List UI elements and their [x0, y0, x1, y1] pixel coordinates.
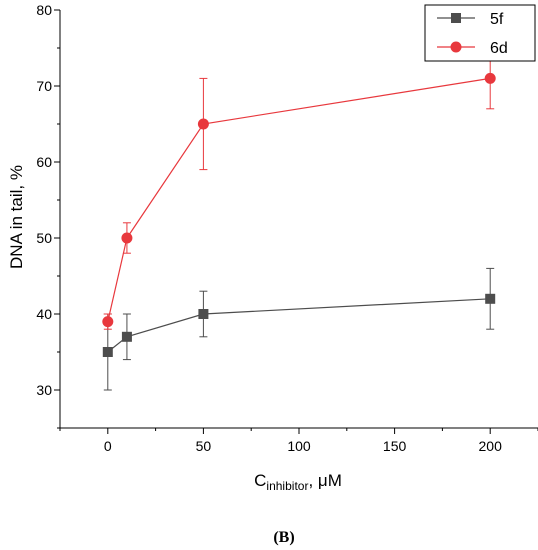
series-6d	[102, 47, 496, 330]
x-axis-title: Cinhibitor, μM	[254, 471, 342, 493]
y-tick-label: 40	[36, 306, 52, 322]
data-point	[102, 316, 114, 328]
legend: 5f 6d	[424, 4, 536, 62]
y-tick-label: 30	[36, 382, 52, 398]
x-tick-label: 50	[196, 438, 212, 454]
y-tick-label: 50	[36, 230, 52, 246]
x-tick-label: 0	[104, 438, 112, 454]
series-line-5f	[107, 298, 491, 353]
x-tick-label: 100	[287, 438, 311, 454]
data-point	[121, 331, 132, 342]
data-point	[484, 72, 496, 84]
series-5f	[102, 267, 496, 391]
y-tick-label: 80	[36, 2, 52, 18]
y-tick-label: 60	[36, 154, 52, 170]
data-point	[485, 293, 496, 304]
legend-label-5f: 5f	[490, 11, 504, 28]
x-axis-title-main: C	[254, 471, 266, 490]
y-tick-label: 70	[36, 78, 52, 94]
series-layer	[102, 47, 496, 391]
x-tick-label: 200	[479, 438, 503, 454]
y-axis-title: DNA in tail, %	[7, 165, 26, 269]
data-point	[197, 118, 209, 130]
x-tick-label: 150	[383, 438, 407, 454]
x-axis-title-subscript: inhibitor	[266, 479, 308, 493]
axes: 30 40 50 60 70 80 0 50 100 150 200	[36, 2, 538, 454]
legend-label-6d: 6d	[490, 40, 508, 57]
series-line-6d	[107, 77, 491, 322]
panel-label: (B)	[273, 529, 294, 546]
x-axis-title-suffix: , μM	[308, 471, 341, 490]
legend-box	[424, 4, 536, 62]
data-point	[198, 309, 209, 319]
legend-marker-6d	[450, 41, 462, 53]
data-point	[102, 347, 113, 357]
legend-marker-5f	[451, 13, 461, 23]
data-point	[121, 232, 133, 244]
